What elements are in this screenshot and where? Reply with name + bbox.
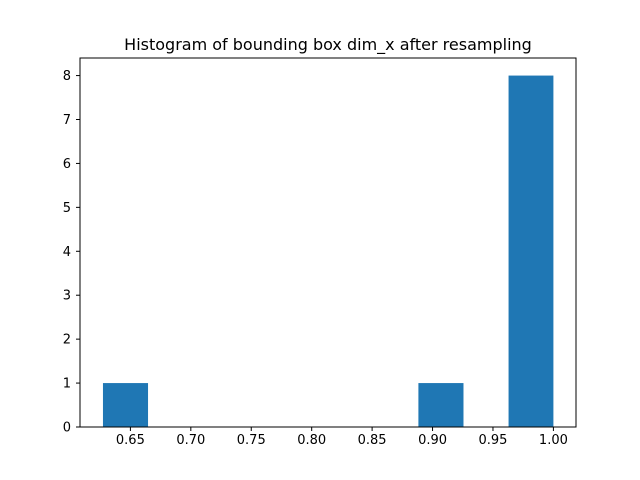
y-tick-label-0: 0 xyxy=(63,421,71,436)
y-tick-label-4: 4 xyxy=(63,245,71,260)
x-tick-label-7: 1.00 xyxy=(539,433,568,448)
histogram-bar-0 xyxy=(102,383,149,427)
y-tick-label-2: 2 xyxy=(63,333,71,348)
x-tick-label-2: 0.75 xyxy=(237,433,266,448)
x-tick-label-0: 0.65 xyxy=(116,433,145,448)
bars-group xyxy=(102,75,554,427)
y-tick-label-8: 8 xyxy=(63,69,71,84)
x-tick-label-3: 0.80 xyxy=(297,433,326,448)
x-tick-label-4: 0.85 xyxy=(358,433,387,448)
y-tick-label-7: 7 xyxy=(63,113,71,128)
plot-frame xyxy=(79,57,577,428)
y-tick-label-3: 3 xyxy=(63,289,71,304)
y-axis-ticks: 0 1 2 3 4 5 6 7 8 xyxy=(63,69,80,436)
histogram-bar-9 xyxy=(508,75,554,427)
x-tick-label-1: 0.70 xyxy=(176,433,205,448)
x-tick-label-6: 0.95 xyxy=(478,433,507,448)
y-tick-label-6: 6 xyxy=(63,157,71,172)
chart-title: Histogram of bounding box dim_x after re… xyxy=(124,35,532,55)
y-tick-label-1: 1 xyxy=(63,377,71,392)
axes-group xyxy=(79,57,577,428)
x-axis-ticks: 0.65 0.70 0.75 0.80 0.85 0.90 0.95 1.00 xyxy=(116,427,568,448)
histogram-bar-7 xyxy=(418,383,464,427)
y-tick-label-5: 5 xyxy=(63,201,71,216)
x-tick-label-5: 0.90 xyxy=(418,433,447,448)
